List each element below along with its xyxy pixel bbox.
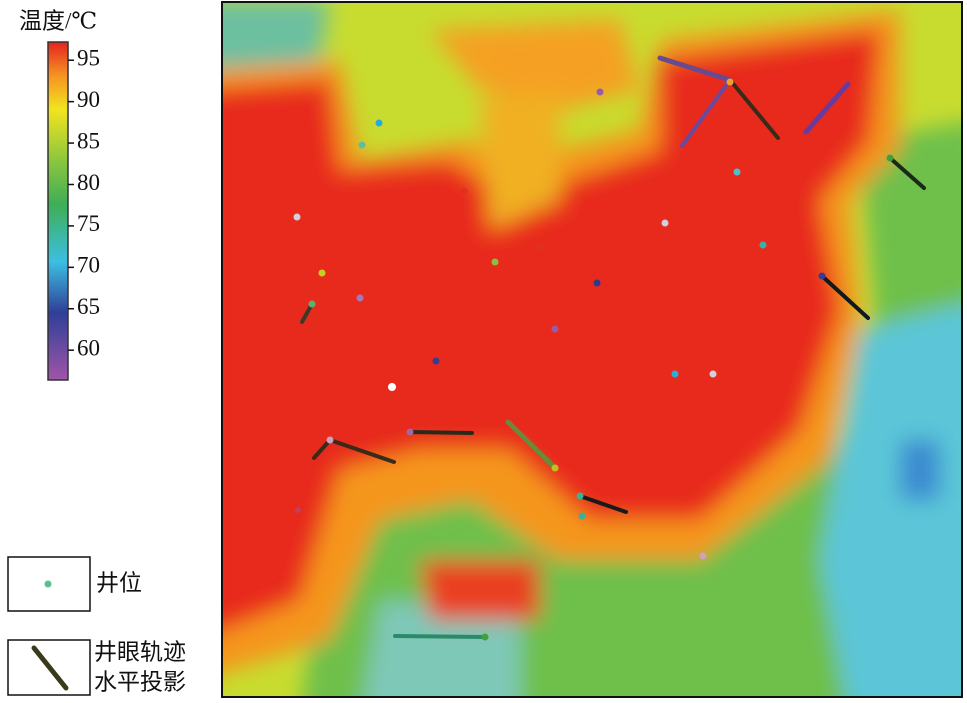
colorbar-tick-label: 65 — [77, 294, 100, 319]
legend-label: 水平投影 — [94, 669, 186, 694]
colorbar-tick-label: 85 — [77, 128, 100, 153]
colorbar-tick-label: 80 — [77, 170, 100, 195]
heat-map — [222, 2, 962, 697]
colorbar-tick-label: 90 — [77, 87, 100, 112]
legend-box — [7, 639, 91, 696]
colorbar-tick-label: 60 — [77, 335, 100, 360]
colorbar-tick-label: 95 — [77, 46, 100, 71]
legend-label: 井位 — [96, 570, 142, 595]
colorbar-ramp — [47, 41, 69, 381]
legend-well-symbol — [44, 580, 52, 588]
colorbar-tick-label: 75 — [77, 211, 100, 236]
legend-label: 井眼轨迹 — [94, 639, 186, 664]
trajectories — [300, 55, 926, 639]
legend-trajectory-symbol — [31, 645, 69, 691]
colorbar-label: 温度/℃ — [19, 8, 97, 33]
legend-box — [7, 556, 91, 612]
map-frame — [221, 1, 963, 698]
colorbar — [47, 41, 69, 381]
wells — [293, 78, 894, 641]
colorbar-tick-label: 70 — [77, 253, 100, 278]
